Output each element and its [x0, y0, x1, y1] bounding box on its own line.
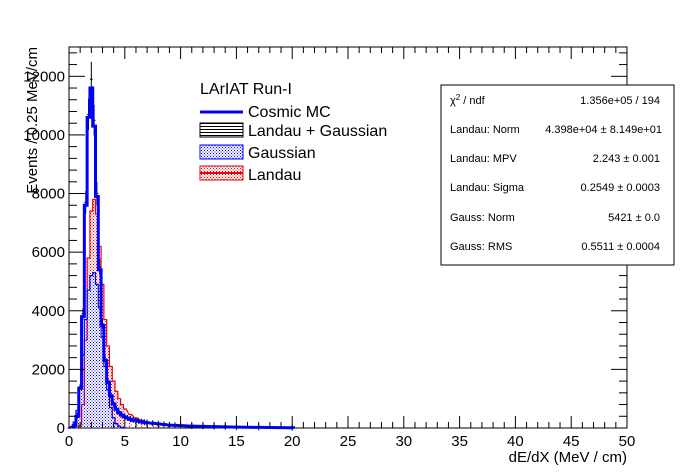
stats-value-gauss-norm: 5421 ± 0.0 [608, 212, 660, 224]
y-tick-label: 12000 [23, 68, 65, 85]
stats-value-chi2: 1.356e+05 / 194 [580, 95, 660, 107]
x-tick-label: 35 [451, 433, 468, 450]
x-tick-label: 5 [121, 433, 129, 450]
gaussian-bin [87, 290, 90, 428]
gaussian-bin [98, 307, 102, 428]
gaussian-bin [101, 337, 104, 428]
stats-value-landau-sigma: 0.2549 ± 0.0003 [581, 182, 660, 194]
gaussian-bin [115, 423, 118, 428]
x-tick-label: 25 [340, 433, 357, 450]
legend-swatch-landau-plus-gaussian [199, 122, 244, 138]
x-tick-label: 50 [619, 433, 636, 450]
gaussian-bin [103, 366, 107, 428]
y-tick-label: 6000 [32, 244, 65, 261]
y-tick-label: 4000 [32, 303, 65, 320]
x-tick-label: 40 [507, 433, 524, 450]
x-axis: 0 5 10 15 20 25 30 35 40 45 50 [65, 47, 636, 450]
x-tick-label: 10 [172, 433, 189, 450]
gaussian-bin [89, 275, 93, 428]
y-tick-label: 2000 [32, 361, 65, 378]
stats-label-chi2: χ2 / ndf [450, 93, 486, 107]
gaussian-bin [81, 354, 85, 428]
y-tick-label: 8000 [32, 186, 65, 203]
stats-label-landau-mpv: Landau: MPV [450, 153, 517, 165]
stats-label-gauss-norm: Gauss: Norm [450, 212, 515, 224]
y-tick-label: 0 [57, 420, 65, 437]
x-tick-label: 15 [228, 433, 245, 450]
legend-swatch-gaussian [199, 144, 244, 160]
gaussian-bin [84, 319, 88, 428]
gaussian-bin [95, 284, 99, 428]
legend: LArIAT Run-I Cosmic MC Landau + Gaussian… [199, 81, 387, 184]
legend-label-landau: Landau [248, 167, 301, 184]
stats-value-gauss-rms: 0.5511 ± 0.0004 [581, 241, 660, 253]
y-axis-label: Events / 0.25 MeV/cm [24, 47, 41, 194]
gaussian-bin [117, 426, 121, 428]
legend-label-landau-plus-gaussian: Landau + Gaussian [248, 123, 387, 140]
y-tick-label: 10000 [23, 127, 65, 144]
legend-label-gaussian: Gaussian [248, 145, 316, 162]
gaussian-bin [92, 272, 96, 428]
x-tick-label: 45 [563, 433, 580, 450]
x-tick-label: 0 [65, 433, 73, 450]
stats-label-gauss-rms: Gauss: RMS [450, 241, 512, 253]
fit-stats-box: χ2 / ndf 1.356e+05 / 194 Landau: Norm 4.… [440, 84, 675, 266]
x-tick-label: 20 [284, 433, 301, 450]
x-tick-label: 30 [395, 433, 412, 450]
stats-value-landau-mpv: 2.243 ± 0.001 [593, 153, 660, 165]
gaussian-bin [106, 389, 110, 428]
x-axis-label: dE/dX (MeV / cm) [509, 449, 627, 466]
legend-label-cosmic-mc: Cosmic MC [248, 104, 331, 121]
stats-label-landau-sigma: Landau: Sigma [450, 182, 525, 194]
stats-value-landau-norm: 4.398e+04 ± 8.149e+01 [545, 124, 662, 136]
stats-box-border [440, 84, 675, 266]
legend-header: LArIAT Run-I [200, 81, 292, 98]
stats-label-landau-norm: Landau: Norm [450, 124, 520, 136]
gaussian-bin [109, 407, 113, 428]
